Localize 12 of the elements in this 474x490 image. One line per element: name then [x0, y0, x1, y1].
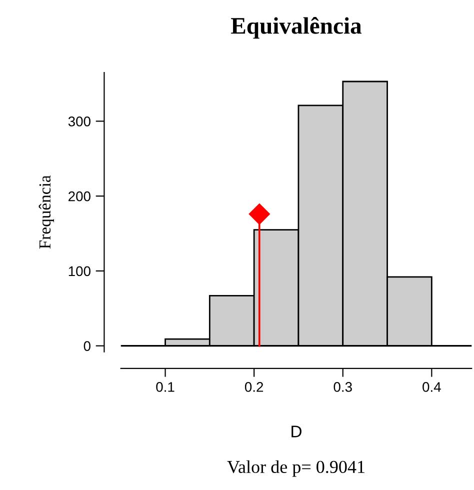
- y-tick-label: 100: [68, 266, 90, 276]
- y-tick-label: 300: [68, 116, 90, 126]
- x-axis-title: D: [292, 426, 302, 438]
- y-axis-title: Frequência: [38, 175, 54, 249]
- x-tick-label: 0.2: [244, 382, 264, 392]
- y-tick-label: 0: [84, 341, 90, 351]
- y-tick-label: 200: [68, 191, 90, 202]
- text: Valor de p= 0.9041: [227, 460, 364, 477]
- x-tick-label: 0.3: [334, 382, 352, 392]
- x-tick-label: 0.1: [156, 382, 174, 392]
- chart-title: Equivalência: [231, 16, 362, 39]
- x-tick-label: 0.4: [422, 382, 441, 392]
